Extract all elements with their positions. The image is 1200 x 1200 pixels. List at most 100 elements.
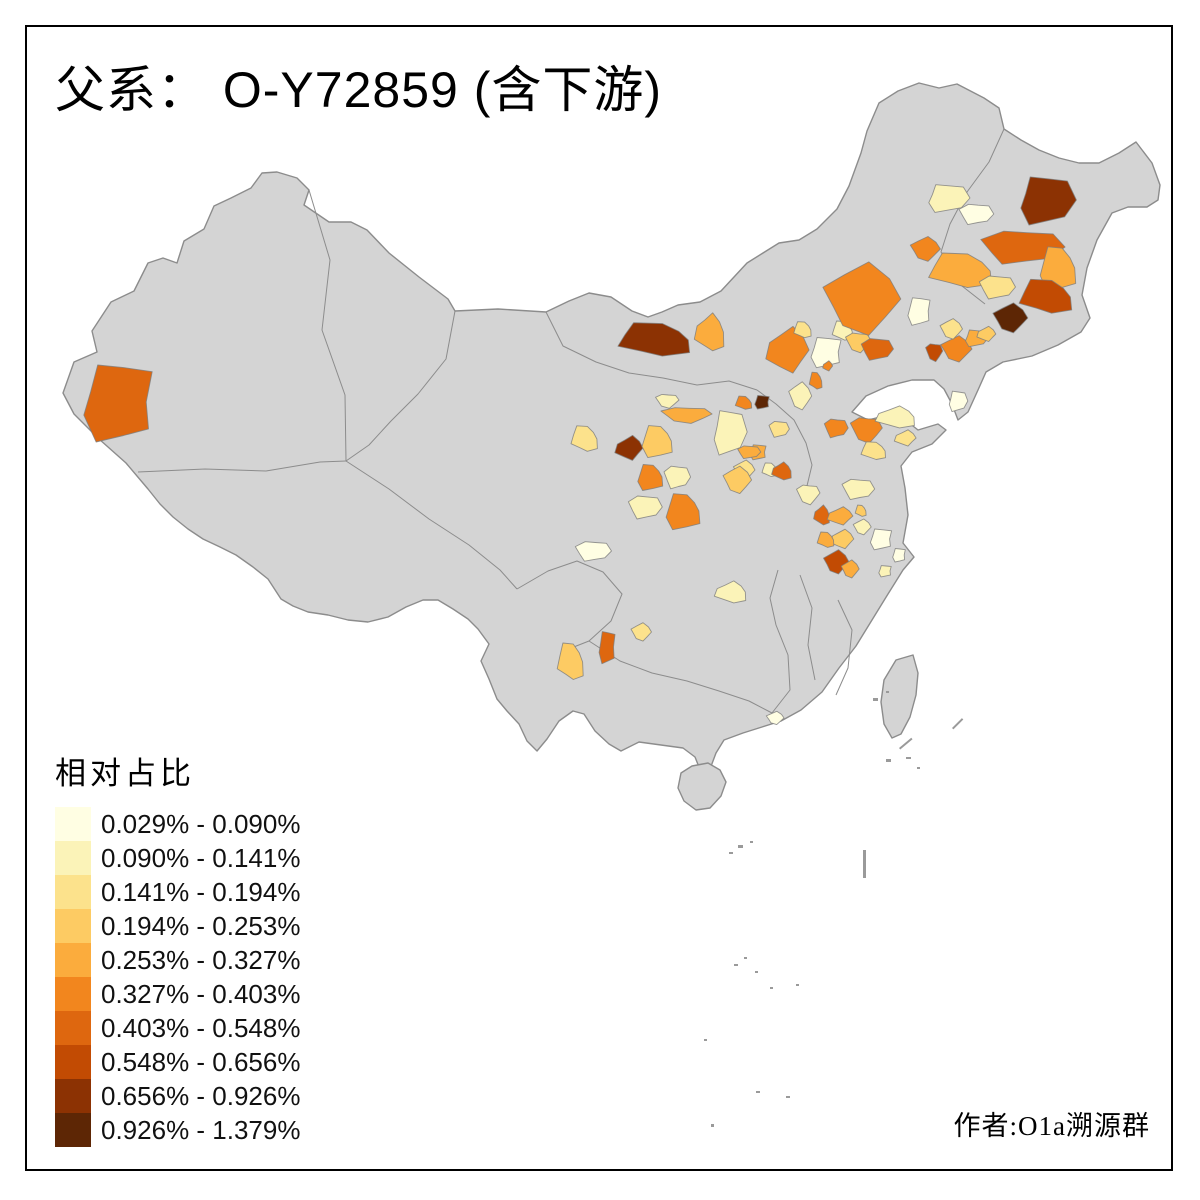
prefecture-region [823, 418, 849, 439]
prefecture-region [893, 429, 917, 447]
prefecture-region [796, 484, 821, 506]
legend-color-swatch [55, 1113, 91, 1147]
prefecture-region [754, 395, 770, 410]
prefecture-region [874, 405, 915, 429]
prefecture-region [940, 335, 973, 363]
legend-range-label: 0.253% - 0.327% [101, 944, 301, 975]
prefecture-region [816, 531, 835, 548]
prefecture-region [928, 184, 971, 213]
legend-range-label: 0.194% - 0.253% [101, 910, 301, 941]
title-prefix: 父系： [55, 62, 208, 118]
islet-mark [899, 737, 913, 750]
legend-item: 0.029% - 0.090% [55, 807, 300, 841]
legend-item: 0.926% - 1.379% [55, 1113, 300, 1147]
prefecture-region [992, 302, 1029, 334]
prefecture-region [1018, 278, 1073, 314]
islet-mark [796, 984, 799, 986]
prefecture-region [813, 504, 830, 526]
legend-item: 0.141% - 0.194% [55, 875, 300, 909]
prefecture-region [663, 465, 692, 490]
legend-color-swatch [55, 1045, 91, 1079]
prefecture-region [976, 325, 997, 342]
prefecture-region [878, 565, 892, 578]
islet-mark [744, 957, 747, 959]
prefecture-region [978, 275, 1016, 300]
prefecture-region [822, 360, 834, 372]
prefecture-region [574, 541, 612, 562]
prefecture-region [810, 337, 842, 369]
prefecture-region [765, 710, 785, 726]
prefecture-region [907, 297, 931, 326]
legend-range-label: 0.548% - 0.656% [101, 1046, 301, 1077]
prefecture-region [860, 338, 894, 361]
sea-islets [704, 691, 964, 1127]
legend-item: 0.656% - 0.926% [55, 1079, 300, 1113]
islet-mark [756, 1091, 760, 1093]
islet-mark [734, 964, 738, 966]
china-landmass [62, 82, 1161, 811]
prefecture-region [734, 395, 753, 410]
prefecture-region [617, 322, 691, 357]
legend-range-label: 0.656% - 0.926% [101, 1080, 301, 1111]
prefecture-region [948, 390, 969, 413]
islet-mark [770, 987, 773, 989]
prefecture-region [1020, 176, 1077, 226]
legend-item: 0.253% - 0.327% [55, 943, 300, 977]
legend-range-label: 0.403% - 0.548% [101, 1012, 301, 1043]
prefecture-region [808, 371, 823, 390]
prefecture-region [939, 318, 963, 340]
prefecture-region [841, 478, 876, 501]
prefecture-patches [83, 176, 1077, 726]
legend-range-label: 0.141% - 0.194% [101, 876, 301, 907]
prefecture-region [627, 495, 663, 520]
prefecture-region [793, 321, 812, 339]
prefecture-region [826, 506, 854, 526]
islet-mark [886, 691, 889, 693]
islet-mark [906, 757, 911, 759]
prefecture-region [660, 407, 713, 424]
prefecture-region [788, 381, 813, 411]
prefecture-region [693, 312, 725, 352]
prefecture-region [860, 441, 886, 460]
prefecture-region [852, 518, 872, 536]
prefecture-region [925, 343, 944, 363]
prefecture-region [928, 252, 992, 289]
islet-mark [886, 759, 891, 762]
islet-mark [750, 841, 753, 843]
prefecture-region [958, 203, 995, 226]
prefecture-region [641, 425, 673, 459]
prefecture-region [768, 420, 790, 438]
prefecture-region [840, 559, 860, 579]
prefecture-region [637, 464, 664, 491]
legend-color-swatch [55, 909, 91, 943]
prefecture-region [822, 261, 902, 336]
islet-mark [863, 850, 866, 878]
legend-color-swatch [55, 841, 91, 875]
legend-range-label: 0.327% - 0.403% [101, 978, 301, 1009]
page-title: 父系： O-Y72859 (含下游) [55, 50, 662, 122]
prefecture-region [665, 493, 701, 531]
legend-color-swatch [55, 943, 91, 977]
legend-color-swatch [55, 977, 91, 1011]
legend-item: 0.090% - 0.141% [55, 841, 300, 875]
legend-range-label: 0.926% - 1.379% [101, 1114, 301, 1145]
attribution-text: 作者:O1a溯源群 [953, 1111, 1150, 1141]
legend-range-label: 0.029% - 0.090% [101, 808, 301, 839]
prefecture-region [598, 631, 616, 665]
prefecture-region [713, 410, 748, 456]
prefecture-region [1039, 246, 1077, 292]
islet-mark [917, 767, 920, 769]
prefecture-region [854, 504, 867, 517]
title-haplogroup: O-Y72859 (含下游) [208, 62, 663, 118]
legend-rows: 0.029% - 0.090% 0.090% - 0.141% 0.141% - 0… [55, 807, 300, 1147]
legend: 相对占比 0.029% - 0.090% 0.090% - 0.141% 0.141… [55, 748, 300, 1147]
islet-mark [786, 1096, 790, 1098]
legend-item: 0.327% - 0.403% [55, 977, 300, 1011]
prefecture-region [655, 393, 680, 409]
legend-color-swatch [55, 1011, 91, 1045]
prefecture-region [722, 465, 753, 495]
legend-item: 0.194% - 0.253% [55, 909, 300, 943]
prefecture-region [614, 434, 644, 461]
